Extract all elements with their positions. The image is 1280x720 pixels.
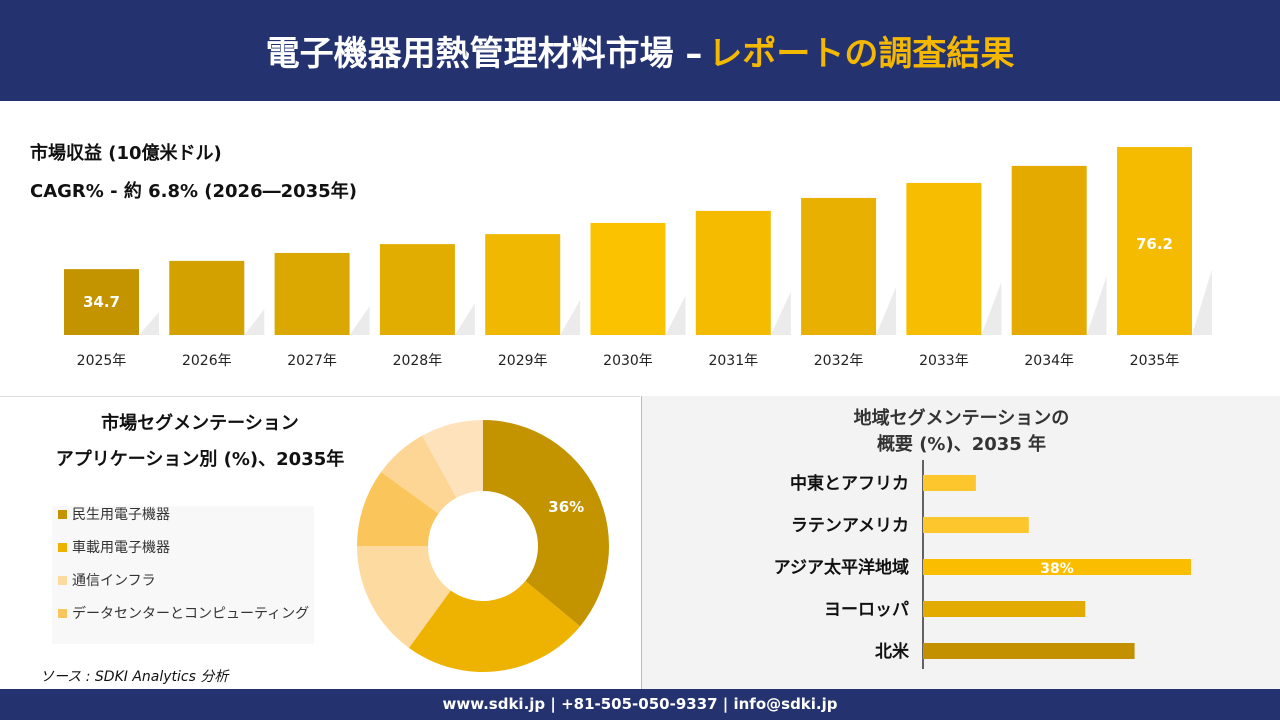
category-label: ラテンアメリカ xyxy=(791,516,909,536)
donut-slice xyxy=(483,420,609,627)
bar-shadow xyxy=(770,291,791,335)
bar-shadow xyxy=(349,306,370,335)
x-tick-label: 2029年 xyxy=(498,353,548,369)
donut-slice xyxy=(381,435,457,514)
bar xyxy=(695,210,771,335)
bar xyxy=(169,260,245,335)
legend-swatch xyxy=(58,609,67,618)
bar xyxy=(923,601,1086,617)
pie-legend: 民生用電子機器 車載用電子機器 通信インフラ データセンターとコンピューティング xyxy=(52,506,314,644)
pie-title: 市場セグメンテーション xyxy=(101,413,299,434)
bar xyxy=(923,475,976,491)
legend-item: 車載用電子機器 xyxy=(58,533,318,563)
x-tick-label: 2033年 xyxy=(919,353,969,369)
category-label: 中東とアフリカ xyxy=(790,473,909,494)
title-accent: レポートの調査結果 xyxy=(708,34,1015,74)
legend-item: 通信インフラ xyxy=(58,566,318,596)
region-title: 地域セグメンテーションの xyxy=(853,408,1070,429)
bar xyxy=(590,222,666,335)
bar xyxy=(923,517,1029,533)
legend-label: 民生用電子機器 xyxy=(72,507,170,523)
bar xyxy=(923,559,1191,575)
footer-contact: www.sdki.jp | +81-505-050-9337 | info@sd… xyxy=(0,689,1280,720)
x-tick-label: 2025年 xyxy=(77,353,127,369)
data-label: 38% xyxy=(1040,561,1074,577)
donut-slice xyxy=(357,546,451,648)
donut-slice xyxy=(408,581,581,672)
bar xyxy=(923,643,1135,659)
x-tick-label: 2027年 xyxy=(287,353,337,369)
legend-swatch xyxy=(58,510,67,519)
application-donut-chart: 36% xyxy=(357,420,609,672)
bar xyxy=(1011,165,1087,335)
category-label: 北米 xyxy=(875,641,910,662)
data-label: 34.7 xyxy=(83,293,120,311)
donut-slice xyxy=(422,420,483,498)
source-note: ソース : SDKI Analytics 分析 xyxy=(40,669,229,685)
x-tick-label: 2035年 xyxy=(1130,353,1180,369)
bar-shadow xyxy=(665,295,686,335)
legend-label: 通信インフラ xyxy=(72,573,156,589)
bar xyxy=(906,182,982,335)
x-tick-label: 2031年 xyxy=(708,353,758,369)
legend-swatch xyxy=(58,543,67,552)
header-banner: 電子機器用熱管理材料市場 – レポートの調査結果 xyxy=(0,0,1280,101)
revenue-bar-chart: 2025年 34.7 2026年 2027年 2028年 2029年 2030年 2031年 2… xyxy=(64,147,1212,369)
legend-item: 民生用電子機器 xyxy=(58,500,318,530)
bar-shadow xyxy=(981,281,1002,335)
x-tick-label: 2030年 xyxy=(603,353,653,369)
legend-label: データセンターとコンピューティング xyxy=(72,606,310,622)
cagr-label: CAGR% - 約 6.8% (2026―2035年) xyxy=(30,181,357,202)
bar xyxy=(485,234,561,335)
bar-shadow xyxy=(244,309,265,335)
bar-shadow xyxy=(1086,275,1107,335)
data-label: 36% xyxy=(548,498,584,516)
category-label: アジア太平洋地域 xyxy=(774,557,909,578)
region-subtitle: 概要 (%)、2035 年 xyxy=(876,434,1047,455)
x-tick-label: 2026年 xyxy=(182,353,232,369)
legend-label: 車載用電子機器 xyxy=(72,540,170,556)
bar xyxy=(1117,147,1192,335)
revenue-label: 市場収益 (10億米ドル) xyxy=(30,143,222,164)
pie-subtitle: アプリケーション別 (%)、2035年 xyxy=(55,449,345,470)
bar xyxy=(64,269,139,335)
bar-shadow xyxy=(876,287,897,335)
title-main: 電子機器用熱管理材料市場 – xyxy=(265,34,703,74)
x-tick-label: 2028年 xyxy=(393,353,443,369)
data-label: 76.2 xyxy=(1136,235,1173,253)
legend-swatch xyxy=(58,576,67,585)
bar-shadow xyxy=(560,299,581,335)
donut-slice xyxy=(357,471,439,546)
bar-shadow xyxy=(1192,269,1212,335)
bar-shadow xyxy=(139,311,159,335)
bar-shadow xyxy=(454,303,475,335)
x-tick-label: 2034年 xyxy=(1024,353,1074,369)
legend-item: データセンターとコンピューティング xyxy=(58,599,316,629)
category-label: ヨーロッパ xyxy=(824,600,909,620)
x-tick-label: 2032年 xyxy=(814,353,864,369)
bar xyxy=(274,252,350,335)
bar xyxy=(379,244,455,335)
bar xyxy=(801,197,877,335)
region-segment-panel: 地域セグメンテーションの 概要 (%)、2035 年 中東とアフリカ ラテンアメリ… xyxy=(641,396,1280,689)
